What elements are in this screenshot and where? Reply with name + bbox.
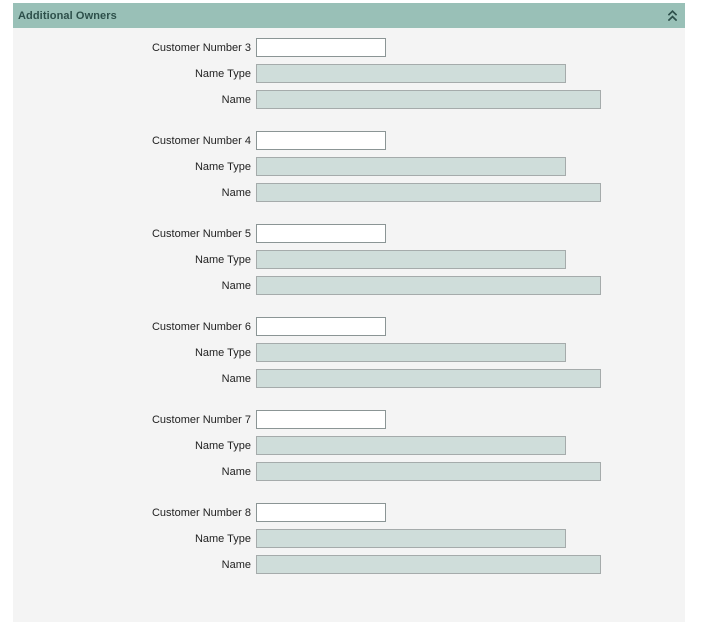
name-type-row: Name Type (13, 529, 685, 548)
name-type-label: Name Type (194, 439, 251, 452)
name-row: Name (13, 369, 685, 388)
name-type-label: Name Type (194, 253, 251, 266)
name-field (256, 90, 601, 109)
name-field (256, 462, 601, 481)
customer-number-row: Customer Number 4 (13, 131, 685, 150)
customer-number-input[interactable] (256, 317, 386, 336)
owner-group: Customer Number 7 Name Type Name (13, 410, 685, 481)
name-type-field (256, 343, 566, 362)
customer-number-row: Customer Number 8 (13, 503, 685, 522)
name-row: Name (13, 90, 685, 109)
customer-number-input[interactable] (256, 131, 386, 150)
name-row: Name (13, 183, 685, 202)
section-body: Customer Number 3 Name Type Name Custome… (13, 28, 685, 622)
chevron-double-up-icon (668, 10, 677, 21)
name-type-label: Name Type (194, 67, 251, 80)
owner-group: Customer Number 6 Name Type Name (13, 317, 685, 388)
owner-group: Customer Number 4 Name Type Name (13, 131, 685, 202)
customer-number-input[interactable] (256, 38, 386, 57)
name-label: Name (221, 465, 251, 478)
name-row: Name (13, 555, 685, 574)
name-label: Name (221, 186, 251, 199)
name-label: Name (221, 558, 251, 571)
customer-number-label: Customer Number 8 (151, 506, 251, 519)
name-type-row: Name Type (13, 436, 685, 455)
customer-number-row: Customer Number 5 (13, 224, 685, 243)
name-type-label: Name Type (194, 346, 251, 359)
name-label: Name (221, 93, 251, 106)
name-row: Name (13, 276, 685, 295)
customer-number-row: Customer Number 7 (13, 410, 685, 429)
customer-number-label: Customer Number 7 (151, 413, 251, 426)
name-field (256, 555, 601, 574)
name-row: Name (13, 462, 685, 481)
section-title: Additional Owners (18, 9, 117, 22)
customer-number-label: Customer Number 6 (151, 320, 251, 333)
name-type-field (256, 529, 566, 548)
name-type-row: Name Type (13, 64, 685, 83)
collapse-section-button[interactable] (668, 10, 677, 21)
name-type-field (256, 436, 566, 455)
name-type-field (256, 64, 566, 83)
name-type-row: Name Type (13, 343, 685, 362)
additional-owners-section: Additional Owners Customer Number 3 Name… (13, 3, 685, 622)
name-label: Name (221, 279, 251, 292)
name-label: Name (221, 372, 251, 385)
name-field (256, 276, 601, 295)
customer-number-row: Customer Number 3 (13, 38, 685, 57)
name-type-label: Name Type (194, 532, 251, 545)
owner-group: Customer Number 8 Name Type Name (13, 503, 685, 574)
customer-number-input[interactable] (256, 224, 386, 243)
name-field (256, 183, 601, 202)
customer-number-label: Customer Number 4 (151, 134, 251, 147)
name-type-field (256, 250, 566, 269)
customer-number-label: Customer Number 5 (151, 227, 251, 240)
name-type-label: Name Type (194, 160, 251, 173)
customer-number-row: Customer Number 6 (13, 317, 685, 336)
name-type-row: Name Type (13, 250, 685, 269)
section-header: Additional Owners (13, 3, 685, 28)
name-type-field (256, 157, 566, 176)
customer-number-input[interactable] (256, 410, 386, 429)
owner-group: Customer Number 3 Name Type Name (13, 38, 685, 109)
name-field (256, 369, 601, 388)
customer-number-input[interactable] (256, 503, 386, 522)
customer-number-label: Customer Number 3 (151, 41, 251, 54)
owner-group: Customer Number 5 Name Type Name (13, 224, 685, 295)
name-type-row: Name Type (13, 157, 685, 176)
